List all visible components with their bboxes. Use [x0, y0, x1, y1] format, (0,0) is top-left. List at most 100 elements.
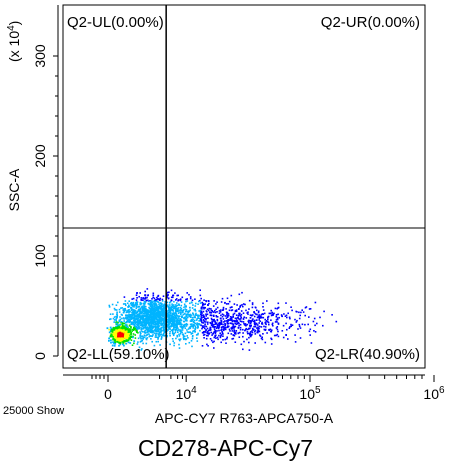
- event-dot: [153, 311, 155, 314]
- event-dot: [206, 327, 209, 330]
- event-dot: [255, 319, 258, 321]
- event-dot: [169, 316, 171, 319]
- event-dot: [135, 301, 138, 303]
- event-dot: [154, 303, 157, 305]
- event-dot: [146, 326, 149, 328]
- event-dot: [204, 323, 206, 325]
- event-dot: [175, 312, 177, 314]
- event-dot: [235, 318, 238, 320]
- event-dot: [177, 327, 179, 329]
- event-dot: [154, 334, 157, 336]
- event-dot: [308, 316, 310, 318]
- event-dot: [215, 322, 217, 324]
- event-dot: [309, 308, 312, 310]
- event-dot: [144, 314, 147, 317]
- event-dot: [220, 314, 222, 317]
- event-dot: [154, 305, 156, 308]
- event-dot: [134, 321, 137, 323]
- event-dot: [183, 338, 185, 341]
- event-dot: [191, 345, 193, 348]
- event-dot: [240, 343, 243, 346]
- event-dot: [140, 327, 142, 329]
- event-dot: [140, 318, 142, 320]
- event-dot: [114, 342, 117, 345]
- event-dot: [200, 316, 202, 318]
- event-dot: [173, 314, 176, 316]
- event-dot: [271, 322, 274, 325]
- event-dot: [305, 306, 308, 308]
- event-dot: [148, 325, 151, 327]
- event-dot: [242, 321, 245, 323]
- event-dot: [239, 326, 242, 329]
- event-dot: [119, 342, 122, 345]
- event-dot: [213, 331, 215, 333]
- event-dot: [237, 321, 240, 324]
- event-dot: [314, 301, 317, 304]
- event-dot: [225, 342, 227, 344]
- event-dot: [158, 315, 160, 318]
- event-dot: [167, 323, 170, 325]
- event-dot: [218, 322, 220, 325]
- event-dot: [150, 321, 152, 324]
- event-dot: [199, 329, 201, 332]
- event-dot: [238, 336, 241, 338]
- event-dot: [117, 334, 120, 337]
- event-dot: [237, 326, 240, 329]
- event-dot: [266, 332, 268, 334]
- event-dot: [256, 309, 258, 312]
- event-dot: [141, 328, 144, 330]
- event-dot: [176, 302, 178, 304]
- event-dot: [173, 317, 175, 320]
- event-dot: [202, 334, 205, 336]
- event-dot: [146, 314, 148, 317]
- event-dot: [132, 336, 134, 339]
- event-dot: [155, 325, 157, 327]
- event-dot: [140, 311, 143, 314]
- event-dot: [130, 313, 133, 316]
- event-dot: [191, 337, 194, 340]
- event-dot: [222, 318, 225, 320]
- event-dot: [257, 330, 259, 332]
- event-dot: [131, 323, 133, 325]
- event-dot: [226, 338, 228, 340]
- event-dot: [189, 297, 192, 300]
- event-dot: [186, 310, 189, 313]
- event-dot: [121, 314, 123, 316]
- event-dot: [168, 291, 170, 294]
- event-dot: [145, 313, 147, 316]
- event-dot: [177, 318, 179, 320]
- event-dot: [176, 321, 179, 323]
- event-dot: [197, 324, 199, 327]
- event-dot: [335, 320, 338, 323]
- event-dot: [236, 304, 238, 306]
- event-dot: [160, 323, 162, 325]
- event-dot: [172, 312, 175, 315]
- event-dot: [173, 300, 175, 303]
- event-dot: [171, 304, 174, 307]
- event-dot: [205, 313, 207, 315]
- event-dot: [287, 312, 289, 315]
- event-dot: [150, 314, 153, 316]
- event-dot: [309, 328, 312, 331]
- event-dot: [269, 328, 272, 331]
- event-dot: [224, 328, 227, 331]
- event-dot: [144, 332, 146, 334]
- event-dot: [157, 334, 160, 336]
- event-dot: [174, 326, 176, 329]
- event-dot: [134, 334, 136, 336]
- event-dot: [137, 321, 139, 324]
- event-dot: [206, 343, 208, 346]
- event-dot: [203, 316, 205, 319]
- event-dot: [245, 327, 247, 330]
- event-dot: [221, 331, 224, 334]
- event-dot: [169, 325, 172, 328]
- event-dot: [180, 315, 183, 318]
- event-dot: [128, 309, 130, 311]
- event-dot: [231, 320, 234, 323]
- event-dot: [114, 341, 117, 343]
- event-dot: [261, 338, 264, 341]
- event-dot: [188, 341, 191, 344]
- event-dot: [212, 320, 215, 322]
- event-dot: [163, 324, 165, 326]
- event-dot: [200, 313, 202, 316]
